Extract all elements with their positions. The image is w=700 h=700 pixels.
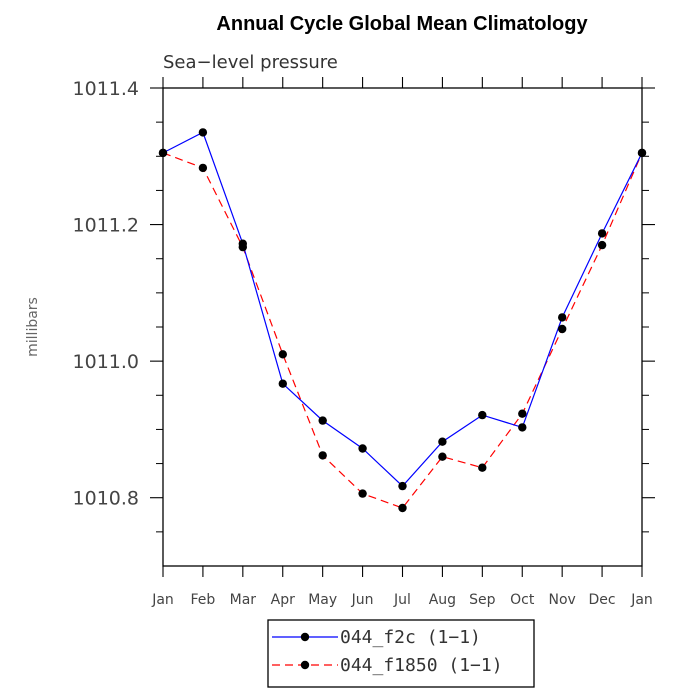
data-point-f2c <box>438 437 447 446</box>
data-point-f1850 <box>398 503 407 513</box>
data-point-f2c <box>318 416 327 425</box>
y-tick-label: 1011.4 <box>73 78 139 100</box>
x-tick-label: Jul <box>393 592 411 608</box>
plot-frame <box>162 87 643 567</box>
data-point-f1850 <box>478 463 487 472</box>
y-tick-label: 1010.8 <box>73 488 139 510</box>
data-point-f2c <box>278 379 287 388</box>
series-line-f1850 <box>162 152 643 509</box>
legend-marker-f1850 <box>300 660 310 670</box>
legend: 044_f2c (1−1) 044_f1850 (1−1) <box>267 619 535 688</box>
data-point-f2c <box>158 148 168 158</box>
x-tick-label: Feb <box>191 592 216 608</box>
data-point-f1850 <box>278 350 287 359</box>
data-point-f1850 <box>438 452 447 461</box>
data-point-f1850 <box>358 489 367 498</box>
x-tick-label: Oct <box>510 592 535 608</box>
data-point-f2c <box>518 423 527 432</box>
data-point-f1850 <box>597 240 607 250</box>
y-axis-label: millibars <box>25 297 41 357</box>
data-point-f2c <box>597 229 607 238</box>
data-point-f2c <box>398 481 407 491</box>
data-point-f2c <box>637 148 647 158</box>
x-tick-label: Aug <box>429 592 456 608</box>
legend-marker-f2c <box>300 632 310 642</box>
x-tick-label: Jan <box>630 592 653 608</box>
x-tick-label: Nov <box>549 592 576 608</box>
data-point-f2c <box>558 313 567 322</box>
x-tick-label: Dec <box>589 592 616 608</box>
data-point-f2c <box>198 128 208 137</box>
legend-label-f1850: 044_f1850 (1−1) <box>340 655 503 676</box>
data-point-f1850 <box>558 324 567 334</box>
data-point-f2c <box>238 239 247 248</box>
series-line-f2c <box>162 131 643 487</box>
legend-box <box>267 619 535 688</box>
chart-title: Annual Cycle Global Mean Climatology <box>216 13 588 35</box>
x-tick-label: Jun <box>351 592 374 608</box>
x-tick-label: Jan <box>151 592 174 608</box>
x-tick-label: Apr <box>271 592 295 608</box>
axis-ticks: Jan Feb Mar Apr May Jun Jul Aug Sep Oct Nov Dec Jan 1… <box>73 77 655 608</box>
data-point-f1850 <box>518 409 527 418</box>
data-point-f1850 <box>318 451 327 460</box>
legend-label-f2c: 044_f2c (1−1) <box>340 627 481 648</box>
y-tick-label: 1011.0 <box>73 351 139 373</box>
x-tick-label: Sep <box>469 592 496 608</box>
y-tick-label: 1011.2 <box>73 215 139 237</box>
chart-subtitle: Sea−level pressure <box>163 52 338 73</box>
series-layer <box>158 128 647 513</box>
data-point-f2c <box>358 444 367 453</box>
x-tick-label: Mar <box>230 592 257 608</box>
data-point-f1850 <box>198 163 208 173</box>
data-point-f2c <box>478 410 487 420</box>
x-tick-label: May <box>308 592 337 608</box>
